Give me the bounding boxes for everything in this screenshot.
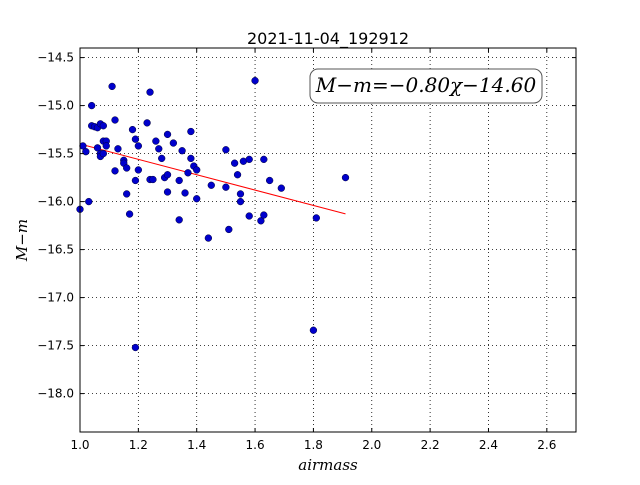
data-point [128,125,137,134]
data-point [207,181,215,189]
data-point [123,190,131,198]
x-axis-label: airmass [298,456,358,474]
data-point [88,101,96,110]
y-tick-label: −15.0 [37,99,74,113]
data-point [265,176,274,185]
data-point [260,211,268,219]
data-point [111,116,119,124]
data-point [236,190,245,198]
data-point [123,164,131,172]
data-point [204,234,213,242]
data-point [99,149,107,158]
x-tick-label: 2.2 [421,438,440,452]
data-point [181,189,189,197]
data-point [131,343,140,352]
data-point [134,142,143,150]
data-point [149,175,157,184]
plot-area-frame [79,47,577,433]
data-point [125,210,134,218]
data-point [134,166,143,174]
annotation-box [309,68,543,104]
data-point [155,145,163,153]
data-point [146,88,154,96]
data-point [193,195,201,203]
data-point [233,171,242,179]
data-point [187,154,195,163]
data-point [225,225,233,234]
data-point [222,183,230,191]
data-point [187,127,195,136]
grid-lines [79,48,576,432]
y-tick-label: −14.5 [37,51,74,65]
data-point [312,214,320,222]
fit-line [82,144,346,215]
data-point [260,155,268,164]
annotation-text: M−m=−0.80χ−14.60 [315,73,537,97]
x-tick-label: 1.0 [70,438,89,452]
data-points [76,76,350,352]
data-point [193,166,201,174]
data-point [245,155,253,164]
data-point [236,197,245,206]
x-tick-label: 2.6 [537,438,556,452]
data-point [184,169,192,177]
y-tick-label: −16.0 [37,195,74,209]
data-point [178,147,186,155]
data-point [85,197,93,206]
data-point [108,82,116,91]
data-point [163,171,172,179]
data-point [251,76,259,85]
data-point [158,154,166,163]
data-point [152,137,160,145]
y-tick-label: −17.5 [37,339,74,353]
x-tick-label: 2.0 [362,438,381,452]
data-point [143,119,151,127]
data-point [102,142,110,150]
data-point [131,135,140,143]
data-point [114,145,122,153]
data-point [169,139,178,147]
data-point [277,184,285,192]
x-tick-label: 1.2 [129,438,148,452]
data-point [93,144,102,152]
x-tick-label: 1.6 [246,438,265,452]
y-axis-label: M−m [13,219,31,262]
data-point [257,217,265,225]
chart-title: 2021-11-04_192912 [247,29,409,49]
fit-line-group [82,144,346,215]
data-point [111,167,119,175]
y-tick-label: −16.5 [37,243,74,257]
data-point [99,122,107,130]
x-tick-label: 2.4 [479,438,498,452]
data-point [245,212,253,220]
data-point [163,130,172,139]
data-point [163,188,172,196]
data-point [131,176,140,185]
x-tick-label: 1.4 [187,438,206,452]
data-point [175,216,183,224]
y-tick-label: −18.0 [37,387,74,401]
y-tick-label: −15.5 [37,147,74,161]
data-point [230,159,239,167]
x-tick-label: 1.8 [304,438,323,452]
data-point [175,176,183,185]
y-tick-label: −17.0 [37,291,74,305]
data-point [309,326,318,334]
fit-equation-annotation: M−m=−0.80χ−14.60 [309,68,543,104]
data-point [222,146,230,154]
data-point [341,173,350,182]
axis-ticks: 1.0 1.2 1.4 1.6 1.8 2.0 2.2 2.4 2.6 −14.5 −15.0 −15… [37,48,576,452]
data-point [82,148,90,156]
